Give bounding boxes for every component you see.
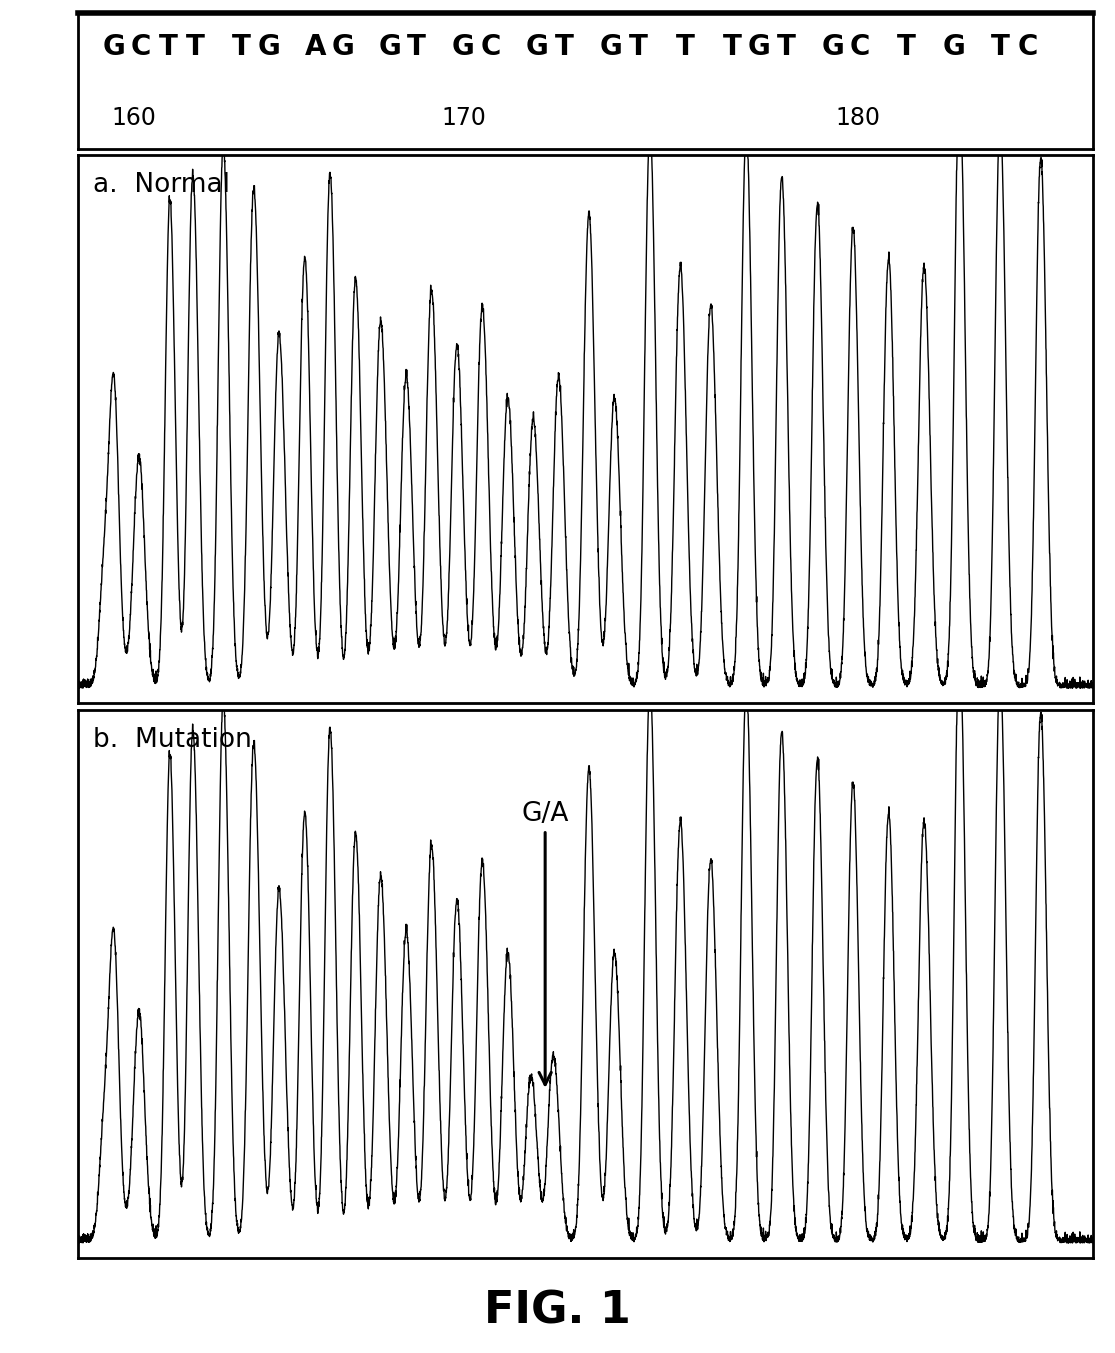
Text: G: G bbox=[378, 34, 400, 61]
Text: 180: 180 bbox=[835, 107, 880, 130]
Text: T: T bbox=[407, 34, 426, 61]
Text: G: G bbox=[331, 34, 353, 61]
Text: T: T bbox=[158, 34, 177, 61]
Text: b.  Mutation: b. Mutation bbox=[94, 727, 252, 752]
Text: T: T bbox=[185, 34, 204, 61]
Text: T: T bbox=[776, 34, 795, 61]
Text: T: T bbox=[721, 34, 740, 61]
Text: G: G bbox=[821, 34, 844, 61]
Text: T: T bbox=[554, 34, 573, 61]
Text: A: A bbox=[304, 34, 327, 61]
Text: a.  Normal: a. Normal bbox=[94, 172, 230, 198]
Text: 160: 160 bbox=[112, 107, 156, 130]
Text: FIG. 1: FIG. 1 bbox=[484, 1289, 631, 1331]
Text: G: G bbox=[452, 34, 475, 61]
Text: C: C bbox=[479, 34, 501, 61]
Text: T: T bbox=[896, 34, 915, 61]
Text: G: G bbox=[941, 34, 964, 61]
Text: T: T bbox=[629, 34, 648, 61]
Text: C: C bbox=[850, 34, 870, 61]
Text: C: C bbox=[1017, 34, 1037, 61]
Text: T: T bbox=[990, 34, 1009, 61]
Text: G: G bbox=[103, 34, 125, 61]
Text: T: T bbox=[676, 34, 694, 61]
Text: C: C bbox=[130, 34, 151, 61]
Text: G/A: G/A bbox=[521, 801, 569, 1085]
Text: G: G bbox=[258, 34, 280, 61]
Text: T: T bbox=[232, 34, 251, 61]
Text: G: G bbox=[747, 34, 769, 61]
Text: G: G bbox=[525, 34, 549, 61]
Text: G: G bbox=[600, 34, 622, 61]
Text: 170: 170 bbox=[440, 107, 485, 130]
